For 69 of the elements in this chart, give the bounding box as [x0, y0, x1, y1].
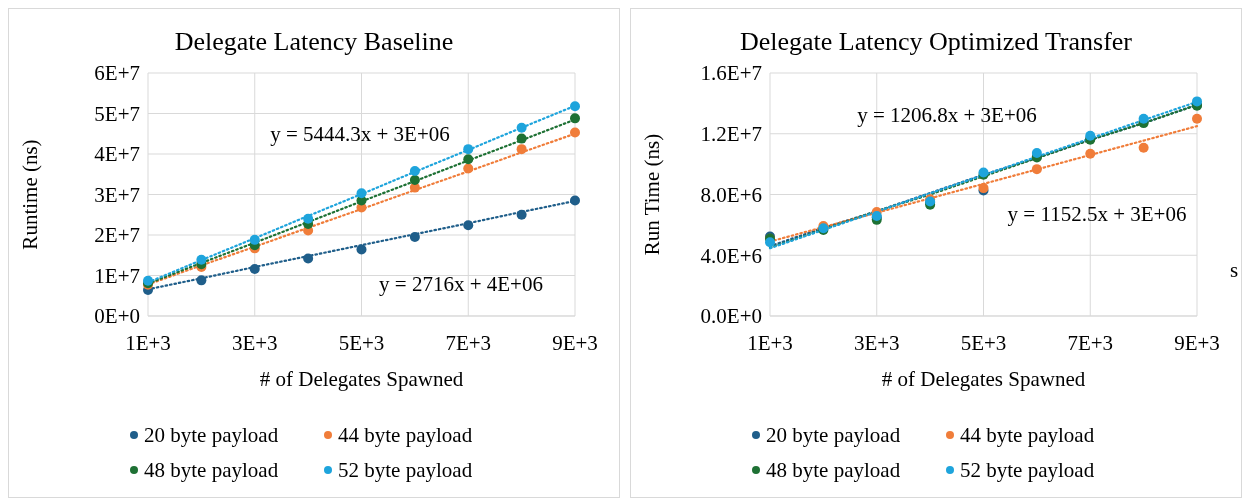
point	[516, 209, 527, 220]
x-tick-label: 7E+3	[445, 331, 492, 355]
x-tick-label: 1E+3	[125, 331, 171, 355]
chart-title: Delegate Latency Optimized Transfer	[739, 27, 1133, 56]
y-tick-label: 8.0E+6	[700, 182, 762, 207]
point	[516, 133, 527, 144]
y-tick-label: 0E+0	[94, 304, 140, 329]
y-tick-label: 2E+7	[94, 223, 140, 248]
y-tick-label: 1.6E+7	[700, 61, 762, 86]
x-axis-title: # of Delegates Spawned	[259, 367, 464, 391]
x-tick-label: 5E+3	[960, 331, 1007, 355]
point	[249, 264, 260, 275]
point	[463, 163, 474, 174]
point	[303, 253, 314, 264]
x-tick-label: 7E+3	[1067, 331, 1114, 355]
legend-label: 20 byte payload	[144, 423, 279, 448]
y-tick-label: 6E+7	[94, 61, 140, 86]
y-axis-title: Run Time (ns)	[640, 133, 665, 256]
annotation: y = 2716x + 4E+06	[379, 272, 543, 297]
x-tick-label: 1E+3	[747, 331, 793, 355]
legend-label: 52 byte payload	[960, 458, 1095, 483]
point	[1138, 142, 1149, 153]
point	[196, 275, 207, 286]
legend-label: 44 byte payload	[338, 423, 473, 448]
point	[303, 213, 314, 224]
x-tick-label: 9E+3	[552, 331, 598, 355]
point	[570, 101, 580, 112]
point	[570, 113, 580, 124]
point	[196, 254, 207, 265]
point	[356, 244, 367, 255]
y-axis-title: Runtime (ns)	[18, 139, 43, 250]
point	[570, 127, 580, 138]
point	[516, 144, 527, 155]
point	[409, 174, 420, 185]
point	[765, 237, 775, 248]
legend-label: 44 byte payload	[960, 423, 1095, 448]
legend-label: 52 byte payload	[338, 458, 473, 483]
point	[409, 166, 420, 177]
point	[463, 154, 474, 165]
y-tick-label: 1.2E+7	[700, 122, 762, 147]
x-tick-label: 3E+3	[853, 331, 900, 355]
point	[1085, 148, 1096, 159]
y-tick-label: 4E+7	[94, 142, 140, 167]
legend-label: 48 byte payload	[766, 458, 901, 483]
point	[463, 144, 474, 155]
point	[409, 232, 420, 243]
x-tick-label: 5E+3	[338, 331, 385, 355]
y-tick-label: 4.0E+6	[700, 243, 762, 268]
x-tick-label: 3E+3	[231, 331, 278, 355]
point	[1192, 113, 1202, 124]
legend-label: 48 byte payload	[144, 458, 279, 483]
point	[463, 220, 474, 231]
annotation: y = 1206.8x + 3E+06	[857, 103, 1037, 128]
y-tick-label: 0.0E+0	[700, 304, 762, 329]
point	[1031, 164, 1042, 175]
x-axis-title: # of Delegates Spawned	[881, 367, 1086, 391]
y-tick-label: 5E+7	[94, 101, 140, 126]
point	[249, 234, 260, 245]
point	[516, 122, 527, 133]
point	[570, 195, 580, 206]
annotation: y = 1152.5x + 3E+06	[1007, 202, 1187, 227]
chart-title: Delegate Latency Baseline	[174, 27, 454, 56]
y-tick-label: 1E+7	[94, 263, 140, 288]
point	[356, 188, 367, 199]
legend-label: 20 byte payload	[766, 423, 901, 448]
x-tick-label: 9E+3	[1174, 331, 1220, 355]
y-tick-label: 3E+7	[94, 182, 140, 207]
annotation: y = 5444.3x + 3E+06	[270, 122, 450, 147]
text: s	[1230, 258, 1239, 283]
